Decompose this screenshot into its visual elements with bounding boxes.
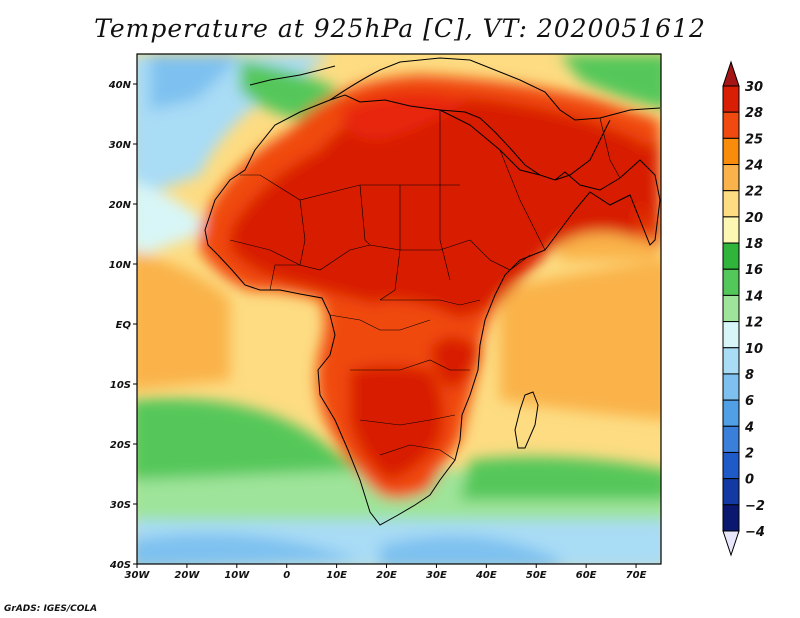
colorbar-label: 2 [745,446,754,461]
longitude-labels: 30W 20W 10W 0 10E 20E 30E 40E 50E 60E 70E [125,570,647,581]
colorbar-box [722,242,740,270]
colorbar-box [722,321,740,349]
colorbar-label: −2 [745,499,765,514]
lat-tick-label: 30S [110,500,131,511]
lat-tick-label: 40N [108,80,132,91]
lat-tick-label: EQ [116,320,132,331]
lat-tick-label: 30N [109,140,132,151]
plot-frame [136,53,662,565]
country-borders [229,110,621,461]
latitude-labels: 40S 30S 20S 10S EQ 10N 20N 30N 40N [108,80,132,571]
lon-tick-label: 30W [125,570,151,581]
lon-tick-label: 0 [283,570,290,581]
lon-tick-label: 30E [426,570,447,581]
lon-tick-label: 20E [376,570,397,581]
colorbar-label: 20 [745,211,763,226]
colorbar-box [722,268,740,296]
colorbar-bottom-arrow [722,530,740,557]
colorbar-label: 18 [745,237,763,252]
lon-tick-label: 70E [626,570,647,581]
colorbar-label: 30 [745,80,763,95]
colorbar-box [722,111,740,139]
colorbar-box [722,451,740,480]
colorbar-box [722,425,740,453]
lat-tick-label: 20N [109,200,132,211]
credit-text: GrADS: IGES/COLA [4,604,98,614]
colorbar-box [722,504,740,532]
colorbar-box [722,137,740,166]
colorbar-label: 22 [745,185,763,200]
lon-tick-label: 50E [526,570,547,581]
colorbar-box [722,216,740,244]
lon-tick-label: 40E [475,570,497,581]
colorbar-label: 14 [745,289,763,304]
lon-tick-label: 20W [174,570,200,581]
colorbar-box [722,478,740,506]
lat-tick-label: 10S [110,380,131,391]
colorbar-label: 12 [745,316,763,331]
colorbar-box [722,164,740,192]
colorbar-box [722,373,740,401]
colorbar-label: 24 [745,159,763,174]
lat-tick-label: 10N [109,260,132,271]
colorbar-label: 0 [745,473,754,488]
colorbar-label: 16 [745,263,763,278]
colorbar-box [722,399,740,427]
colorbar-label: 25 [745,132,763,147]
colorbar-label: 8 [745,368,754,383]
colorbar-box [722,190,740,218]
lat-tick-label: 20S [110,440,131,451]
axis-ticks [133,83,637,568]
lon-tick-label: 60E [576,570,597,581]
temperature-field [137,54,661,564]
lon-tick-label: 10W [224,570,250,581]
lat-tick-label: 40S [109,560,131,571]
colorbar-label: 4 [744,420,754,435]
lon-tick-label: 10E [326,570,347,581]
colorbar-label: 28 [745,106,763,121]
colorbar-label: 6 [745,394,754,409]
colorbar-label: −4 [745,525,765,540]
colorbar-box [722,85,740,113]
colorbar-box [722,294,740,323]
colorbar-box [722,347,740,375]
map-title: Temperature at 925hPa [C], VT: 202005161… [94,14,706,43]
colorbar-label: 10 [745,342,763,357]
colorbar-top-arrow [722,60,740,87]
